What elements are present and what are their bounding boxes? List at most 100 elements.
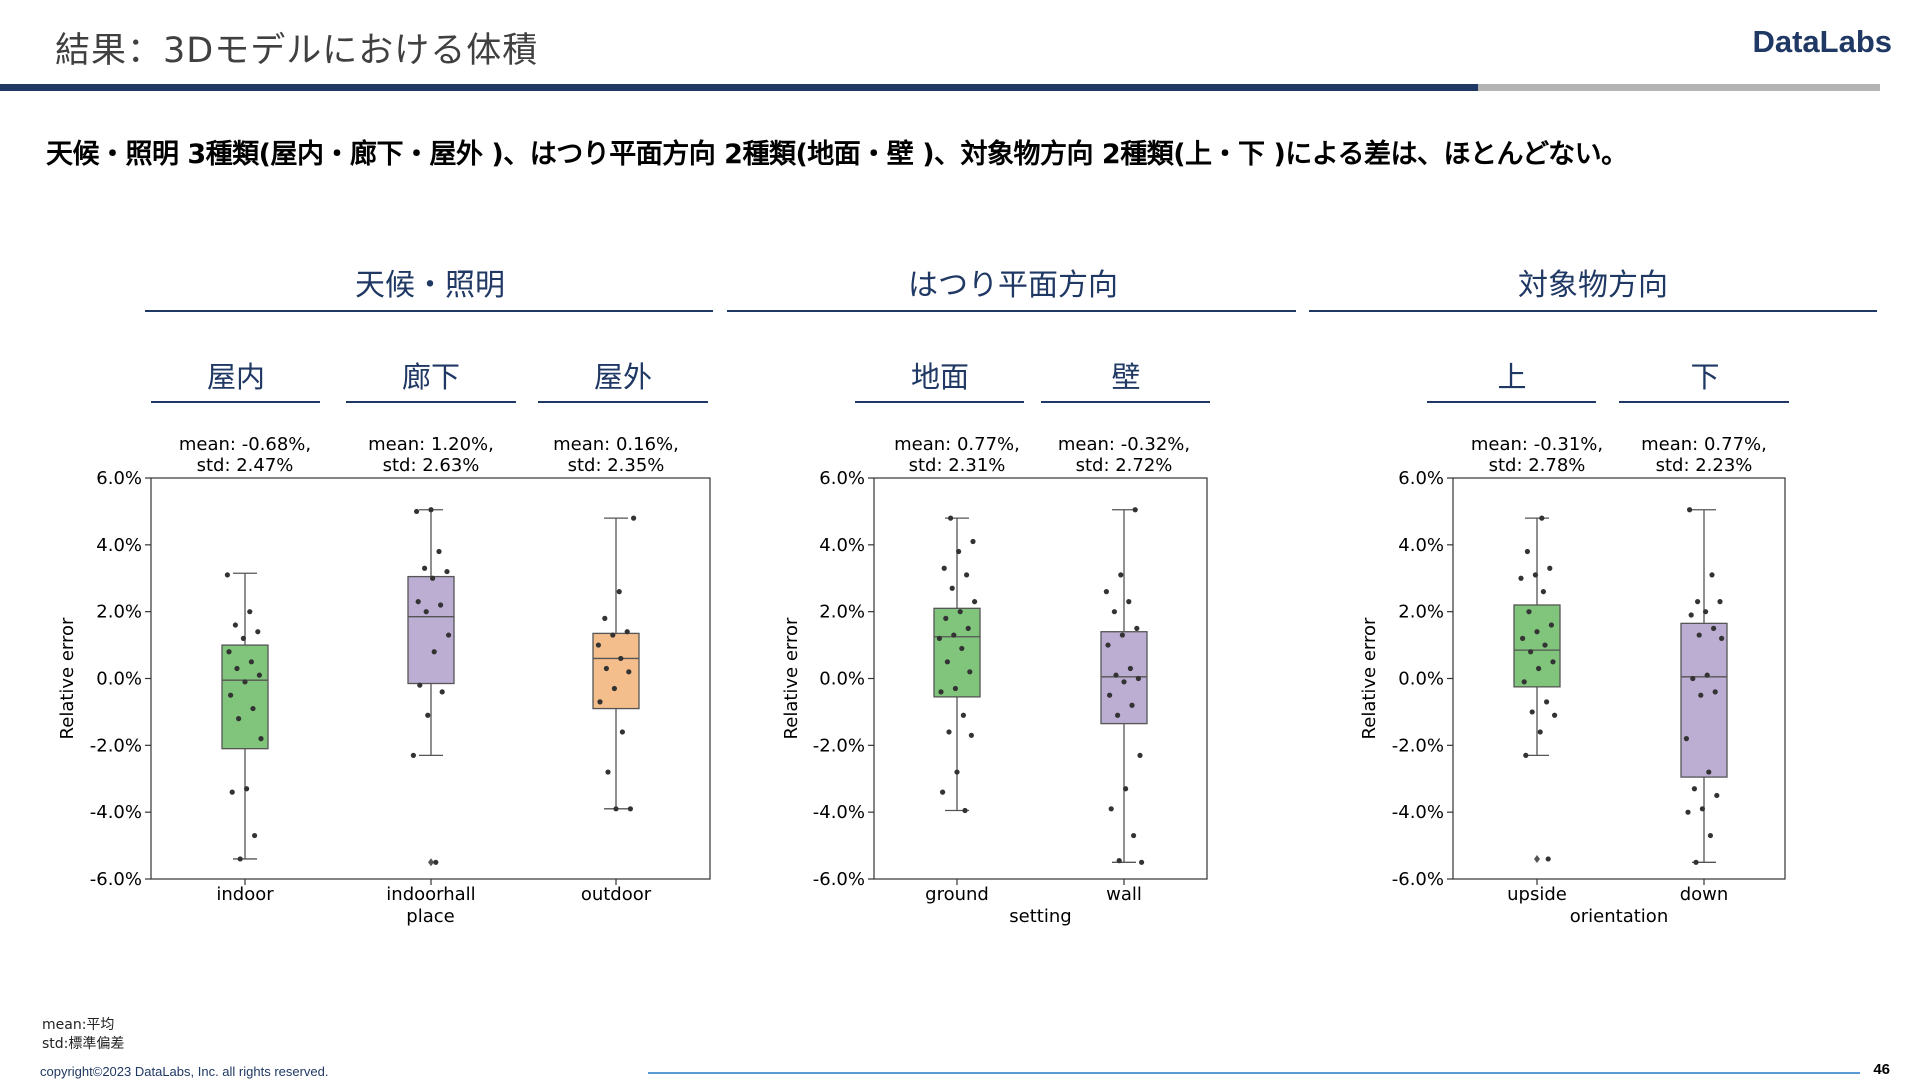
x-tick-label: outdoor xyxy=(581,884,652,905)
data-point xyxy=(244,786,250,792)
x-tick-label: indoor xyxy=(216,884,274,905)
data-point xyxy=(962,807,968,814)
data-point xyxy=(436,548,442,555)
header-rule xyxy=(0,84,1478,91)
data-point xyxy=(1691,786,1697,792)
y-tick-label: 2.0% xyxy=(1398,602,1444,623)
data-point xyxy=(1113,672,1119,678)
data-point xyxy=(433,859,439,865)
x-axis-label: setting xyxy=(1009,906,1071,927)
data-point xyxy=(415,599,421,605)
headline: 天候・照明 3種類(屋内・廊下・屋外 )、はつり平面方向 2種類(地面・壁 )、… xyxy=(46,139,1628,170)
data-point xyxy=(1688,612,1694,618)
data-point xyxy=(603,665,610,672)
data-point xyxy=(1544,699,1550,705)
data-point xyxy=(1687,507,1693,513)
data-point xyxy=(410,752,416,758)
std-label: std: 2.78% xyxy=(1489,455,1586,476)
data-point xyxy=(423,609,429,615)
data-point xyxy=(954,769,960,775)
data-point xyxy=(619,729,626,735)
data-point xyxy=(1105,642,1111,648)
data-point xyxy=(965,625,971,631)
data-point xyxy=(1118,572,1124,578)
std-label: std: 2.35% xyxy=(568,455,665,476)
data-point xyxy=(1693,859,1699,865)
data-point xyxy=(611,685,618,692)
y-axis-label: Relative error xyxy=(781,617,802,739)
data-point xyxy=(968,732,975,738)
data-point xyxy=(414,508,420,515)
y-tick-label: -6.0% xyxy=(1392,869,1444,890)
data-point xyxy=(1545,856,1551,862)
data-point xyxy=(624,629,630,635)
data-point xyxy=(1107,692,1113,698)
data-point xyxy=(1131,832,1137,839)
mean-label: mean: 0.16%, xyxy=(553,434,679,455)
data-point xyxy=(1548,622,1554,628)
y-tick-label: -6.0% xyxy=(90,869,142,890)
data-point xyxy=(255,629,261,635)
std-label: std: 2.72% xyxy=(1076,455,1173,476)
data-point xyxy=(237,856,243,862)
data-point xyxy=(431,649,437,655)
data-point xyxy=(1134,625,1140,631)
x-axis-label: orientation xyxy=(1570,906,1668,927)
data-point xyxy=(250,705,256,712)
slide-title: 結果：3Dモデルにおける体積 xyxy=(55,31,539,71)
data-point xyxy=(1547,565,1553,571)
data-point xyxy=(957,609,963,615)
data-point xyxy=(236,716,242,722)
x-axis-label: place xyxy=(406,906,454,927)
y-tick-label: -6.0% xyxy=(813,869,865,890)
box-indoorhall xyxy=(407,575,455,685)
data-point xyxy=(430,575,436,581)
data-point xyxy=(256,672,262,678)
data-point xyxy=(1714,792,1720,799)
y-tick-label: 0.0% xyxy=(96,669,142,690)
data-point xyxy=(1539,515,1545,521)
y-tick-label: 0.0% xyxy=(819,669,865,690)
data-point xyxy=(960,712,967,718)
data-point xyxy=(1518,575,1524,581)
subgroup-title: 地面 xyxy=(911,360,969,394)
std-label: std: 2.63% xyxy=(383,455,480,476)
data-point xyxy=(1696,632,1702,638)
data-point xyxy=(1537,729,1543,735)
data-point xyxy=(944,659,951,665)
data-point xyxy=(959,645,965,652)
data-point xyxy=(1536,665,1542,672)
data-point xyxy=(618,655,624,662)
data-point xyxy=(224,572,230,578)
mean-label: mean: -0.32%, xyxy=(1058,434,1190,455)
data-point xyxy=(970,538,976,545)
mean-label: mean: 0.77%, xyxy=(1641,434,1767,455)
data-point xyxy=(1706,769,1712,775)
data-point xyxy=(631,515,637,521)
data-point xyxy=(1542,642,1548,648)
subgroup-title: 壁 xyxy=(1111,360,1140,394)
data-point xyxy=(228,692,234,698)
data-point xyxy=(1526,609,1532,615)
plot-frame xyxy=(1452,477,1786,880)
data-point xyxy=(242,679,248,685)
y-tick-label: -4.0% xyxy=(90,802,142,823)
data-point xyxy=(1524,548,1530,555)
y-tick-label: 6.0% xyxy=(819,468,865,489)
box-upside xyxy=(1513,604,1561,688)
y-tick-label: 4.0% xyxy=(1398,535,1444,556)
mean-label: mean: 1.20%, xyxy=(368,434,494,455)
group-title: 天候・照明 xyxy=(355,268,505,303)
footnote-std: std:標準偏差 xyxy=(42,1036,125,1052)
data-point xyxy=(1532,572,1538,578)
header-rule-accent xyxy=(1478,84,1880,91)
data-point xyxy=(422,565,428,571)
data-point xyxy=(417,682,423,688)
data-point xyxy=(626,669,632,675)
data-point xyxy=(946,729,952,735)
data-point xyxy=(1127,665,1133,672)
data-point xyxy=(1695,599,1701,605)
y-axis-label: Relative error xyxy=(57,617,78,739)
data-point xyxy=(1704,672,1710,678)
